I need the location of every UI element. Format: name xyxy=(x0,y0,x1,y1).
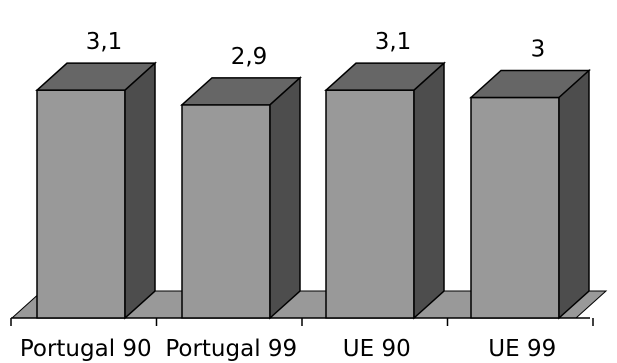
category-label: UE 99 xyxy=(488,336,556,362)
bar-front xyxy=(36,89,126,319)
bar-side xyxy=(413,61,445,320)
bar-side xyxy=(269,76,301,320)
category-label: Portugal 99 xyxy=(165,336,297,362)
value-label: 3,1 xyxy=(375,29,412,55)
category-label: Portugal 90 xyxy=(20,336,152,362)
value-label: 2,9 xyxy=(231,44,268,70)
bar-side xyxy=(124,61,156,320)
value-label: 3,1 xyxy=(86,29,123,55)
bar-ue-99 xyxy=(469,68,591,320)
bar-ue-90 xyxy=(324,61,446,320)
bars xyxy=(35,61,591,320)
bar-portugal-99 xyxy=(180,76,302,320)
bar-front xyxy=(325,89,415,319)
category-labels: Portugal 90 Portugal 99 UE 90 UE 99 xyxy=(20,336,556,362)
x-axis xyxy=(10,317,594,326)
value-label: 3 xyxy=(531,37,546,63)
bar-front xyxy=(181,104,271,319)
bar-portugal-90 xyxy=(35,61,157,320)
category-label: UE 90 xyxy=(343,336,411,362)
bar-side xyxy=(558,68,590,320)
value-labels: 3,1 2,9 3,1 3 xyxy=(86,29,546,70)
bar-front xyxy=(470,96,560,319)
